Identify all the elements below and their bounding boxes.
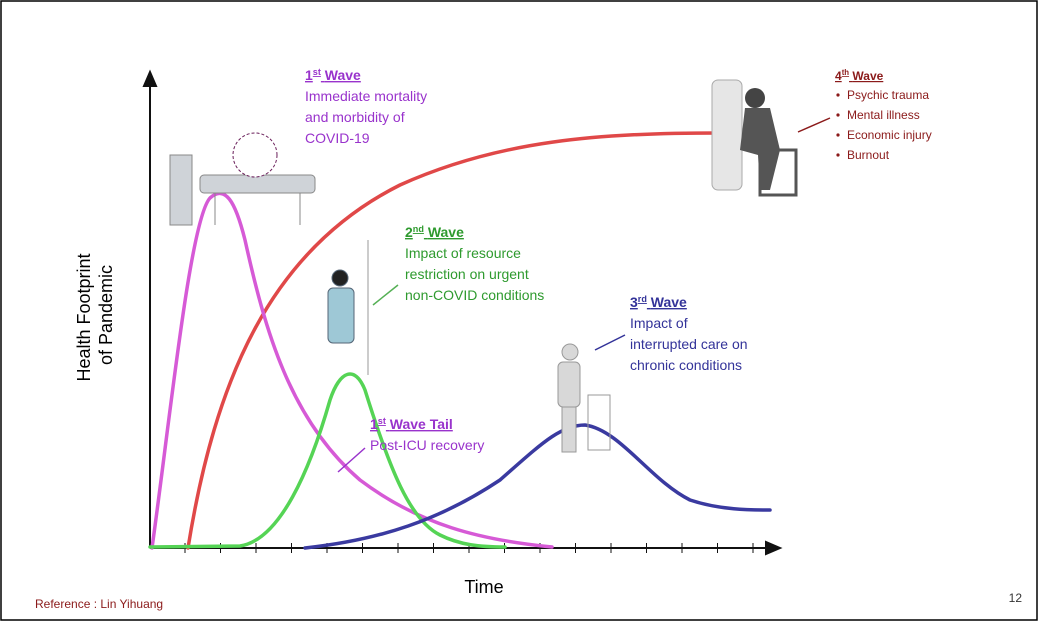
wave-number: 2	[405, 224, 413, 240]
wave-name: Wave Tail	[390, 416, 453, 432]
elderly	[557, 343, 611, 453]
virus	[232, 132, 278, 178]
monitor	[169, 154, 193, 226]
tail-connector	[337, 447, 366, 473]
wave-description: Impact of	[630, 315, 688, 331]
wave-name: Wave	[651, 294, 687, 310]
wave-description: Immediate mortality	[305, 88, 427, 104]
wave-title: 1st Wave Tail	[370, 416, 453, 432]
reference: Reference : Lin Yihuang	[35, 597, 163, 611]
patient-gown	[327, 287, 355, 344]
wave-suffix: rd	[638, 294, 647, 304]
x-ticks	[184, 543, 754, 553]
elderly-head	[561, 343, 579, 361]
curves	[148, 131, 772, 550]
y-arrow	[142, 69, 158, 87]
sitting-figure	[711, 79, 798, 197]
wave-suffix: st	[378, 416, 386, 426]
bullet-dot	[836, 133, 840, 137]
wave-description: and morbidity of	[305, 109, 405, 125]
chair	[758, 148, 798, 197]
wave-bullet: Psychic trauma	[847, 88, 929, 102]
wave-title: 1st Wave	[305, 67, 361, 83]
wave-suffix: th	[842, 68, 850, 77]
wave-name: Wave	[428, 224, 464, 240]
x-axis-label: Time	[464, 577, 503, 597]
wave-title: 3rd Wave	[630, 294, 687, 310]
x-arrow	[765, 540, 783, 556]
bullet-dot	[836, 113, 840, 117]
y-axis-label: Health Footprint of Pandemic	[74, 248, 116, 381]
wave-title: 4th Wave	[835, 68, 884, 83]
wave-number: 1	[305, 67, 313, 83]
patient-head	[331, 269, 349, 287]
wave-number: 4	[835, 69, 842, 83]
wave3-connector	[594, 334, 626, 351]
elderly-legs	[561, 406, 577, 453]
page-number: 12	[1009, 591, 1023, 605]
wave-suffix: st	[313, 67, 321, 77]
y-label-line: Health Footprint	[74, 253, 94, 381]
labels: Health Footprint of Pandemic Time Refere…	[35, 67, 1022, 611]
doctor	[711, 79, 743, 191]
wave4-curve	[186, 131, 722, 550]
wave-title: 2nd Wave	[405, 224, 464, 240]
wave4-connector	[797, 117, 831, 133]
connectors	[337, 117, 831, 473]
icu-bed	[169, 132, 316, 226]
bed	[199, 174, 316, 194]
elderly-body	[557, 361, 581, 408]
wave-bullet: Mental illness	[847, 108, 920, 122]
patient	[327, 240, 369, 375]
wave-suffix: nd	[413, 224, 424, 234]
wave-description: restriction on urgent	[405, 266, 529, 282]
wave-number: 1	[370, 416, 378, 432]
wave-description: Post-ICU recovery	[370, 437, 484, 453]
wave2-curve	[148, 372, 507, 549]
wave-description: chronic conditions	[630, 357, 742, 373]
axes	[142, 69, 783, 556]
bullet-dot	[836, 93, 840, 97]
y-label-line: of Pandemic	[96, 265, 116, 365]
wave-name: Wave	[852, 69, 883, 83]
sitting-head	[745, 88, 765, 108]
wave2-connector	[372, 284, 399, 306]
wave-name: Wave	[325, 67, 361, 83]
bullet-dot	[836, 153, 840, 157]
wave3-curve	[303, 423, 772, 550]
wave-number: 3	[630, 294, 638, 310]
wave-description: interrupted care on	[630, 336, 748, 352]
wave-description: non-COVID conditions	[405, 287, 544, 303]
wave-description: Impact of resource	[405, 245, 521, 261]
walker	[587, 394, 611, 451]
wave-description: COVID-19	[305, 130, 370, 146]
illustrations	[169, 79, 798, 453]
wave-bullet: Economic injury	[847, 128, 932, 142]
wave-bullet: Burnout	[847, 148, 890, 162]
